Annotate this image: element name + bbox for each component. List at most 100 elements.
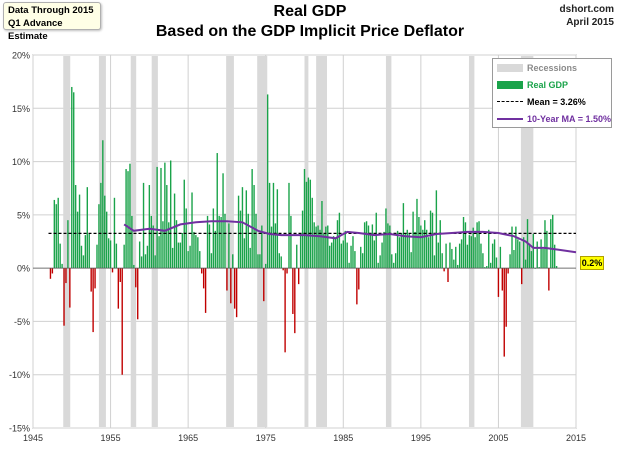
gdp-bar [210,253,213,269]
gdp-bar [286,268,288,274]
gdp-bar [96,244,98,269]
gdp-bar [137,268,139,320]
gdp-bar [544,220,546,269]
gdp-bar [305,181,308,269]
gdp-bar [329,245,331,269]
gdp-bar [354,251,356,269]
gdp-bar [406,229,408,269]
y-tick-label: 15% [12,104,30,114]
gdp-bar [445,243,447,269]
gdp-bar [334,238,337,269]
gdp-bar [247,213,249,269]
gdp-bar [100,182,102,269]
gdp-bar [111,268,114,273]
chart-subtitle: Based on the GDP Implicit Price Deflator [155,23,465,40]
gdp-bar [228,223,230,269]
gdp-bar [138,241,141,269]
gdp-bar [65,268,67,284]
gdp-bar [311,197,313,269]
gdp-bar [538,267,540,269]
gdp-bar [317,225,319,269]
gdp-bar [505,268,507,327]
gdp-bar [509,254,511,269]
gdp-bar [532,234,535,269]
gdp-bar [230,268,232,304]
gdp-bar [458,243,461,269]
data-note-line1: Data Through 2015 [8,5,94,16]
legend-label-ma: 10-Year MA = 1.50% [527,114,611,124]
gdp-bar [107,238,110,269]
gdp-bar [319,229,321,269]
gdp-bar [187,251,189,269]
gdp-bar [391,254,393,269]
x-tick-label: 1965 [178,433,198,443]
gdp-bar [379,255,381,269]
gdp-bar [259,254,261,269]
gdp-bar [59,243,61,269]
gdp-bar [511,226,513,269]
gdp-bar [455,246,457,269]
gdp-bar [90,268,92,292]
gdp-bar [55,204,57,269]
gdp-bar [550,219,552,269]
gdp-bar [296,244,298,269]
gdp-bar [408,234,410,269]
gdp-bar [154,255,156,269]
gdp-bar [323,234,325,269]
gdp-bar [373,240,376,269]
gdp-bar [513,250,515,269]
gdp-bar [493,239,496,269]
gdp-bar [84,235,87,269]
gdp-bar [164,162,166,269]
gdp-bar [131,215,133,269]
gdp-bar [280,256,282,269]
gdp-bar [517,239,519,269]
legend-swatch-recessions [497,64,523,72]
gdp-bar [292,268,294,314]
gdp-bar [53,199,56,269]
gdp-bar [255,213,257,269]
gdp-bar [206,215,209,269]
y-tick-label: -15% [9,424,30,434]
gdp-bar [424,220,426,269]
gdp-bar [179,242,182,269]
gdp-bar [290,215,292,269]
gdp-bar [457,264,459,269]
gdp-bar [387,223,389,269]
gdp-bar [344,230,346,269]
gdp-bar [482,253,484,269]
gdp-bar [76,211,79,269]
gdp-bar [199,251,201,269]
gdp-bar [472,227,474,269]
gdp-bar [162,221,164,269]
gdp-bar [115,243,118,269]
gdp-bar [358,268,360,290]
recession-band [226,56,234,427]
gdp-bar [80,245,83,269]
gdp-bar [507,268,509,274]
gdp-bar [284,268,286,353]
gdp-bar [201,268,203,274]
gdp-bar [158,236,160,269]
gdp-bar [102,140,104,269]
recession-band [385,56,392,427]
gdp-bar [71,86,73,269]
gdp-bar [125,169,127,269]
gdp-bar [464,222,467,269]
source-site: dshort.com [559,4,614,15]
gdp-bar [470,236,472,269]
gdp-bar [462,216,465,269]
gdp-bar [263,268,265,302]
gdp-bar [327,225,329,269]
y-tick-label: 20% [12,51,30,61]
y-tick-label: -5% [14,317,30,327]
gdp-bar [253,185,255,269]
gdp-bar [257,254,259,269]
gdp-bar [383,231,385,269]
gdp-bar [274,223,277,269]
gdp-bar [385,208,387,269]
gdp-bar [299,234,302,269]
gdp-bar [168,222,170,269]
source-credit: dshort.com April 2015 [560,3,614,29]
gdp-bar [375,212,377,269]
